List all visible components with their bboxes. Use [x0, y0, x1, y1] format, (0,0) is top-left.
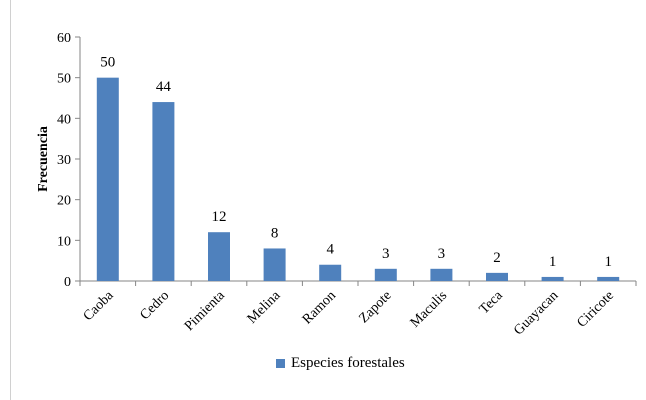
bar — [374, 268, 397, 281]
x-tick-label: Pimienta — [182, 288, 228, 334]
bar — [430, 268, 453, 281]
data-labels: 50 44 12 8 4 3 3 2 1 1 — [100, 55, 612, 270]
x-tick-label: Caoba — [81, 288, 117, 324]
y-tick-label: 60 — [57, 31, 71, 46]
y-tick-label: 10 — [57, 234, 71, 249]
data-label: 2 — [493, 250, 501, 266]
x-tick-label: Teca — [477, 288, 507, 318]
y-axis-title: Frecuencia — [36, 126, 51, 192]
x-tick-label: Guayacan — [511, 288, 561, 338]
bar — [263, 248, 286, 281]
data-label: 12 — [212, 209, 227, 225]
data-label: 8 — [271, 225, 279, 241]
legend: Especies forestales — [276, 355, 405, 372]
data-label: 4 — [326, 242, 334, 258]
bar — [541, 276, 564, 281]
bar — [319, 264, 342, 281]
y-tick-label: 20 — [57, 194, 71, 209]
x-tick-label: Ciricote — [575, 288, 618, 331]
x-tick-label: Melina — [245, 288, 284, 327]
data-label: 50 — [100, 55, 115, 71]
bar — [96, 77, 119, 282]
y-tick-label: 0 — [64, 275, 71, 290]
y-tick-label: 50 — [57, 72, 71, 87]
x-tick-label: Ramon — [300, 288, 339, 327]
y-tick-label: 40 — [57, 112, 71, 127]
legend-label: Especies forestales — [291, 355, 405, 371]
x-tick-label: Maculis — [408, 288, 451, 331]
data-label: 3 — [382, 246, 390, 262]
data-label: 44 — [156, 79, 172, 95]
x-tick-label: Cedro — [137, 288, 172, 323]
data-label: 1 — [604, 254, 612, 270]
x-axis: Caoba Cedro Pimienta Melina Ramon Zapote Macul… — [79, 280, 637, 338]
bars — [96, 77, 620, 282]
y-axis: 0 10 20 30 40 50 60 — [57, 31, 81, 290]
y-tick-label: 30 — [57, 153, 71, 168]
bar — [208, 232, 230, 281]
frame-left-border — [10, 0, 11, 400]
x-tick-label: Zapote — [357, 288, 395, 326]
data-label: 1 — [549, 254, 557, 270]
bar — [152, 102, 175, 281]
bar — [486, 272, 508, 281]
bar — [597, 276, 620, 281]
legend-swatch — [276, 359, 285, 368]
data-label: 3 — [438, 246, 446, 262]
